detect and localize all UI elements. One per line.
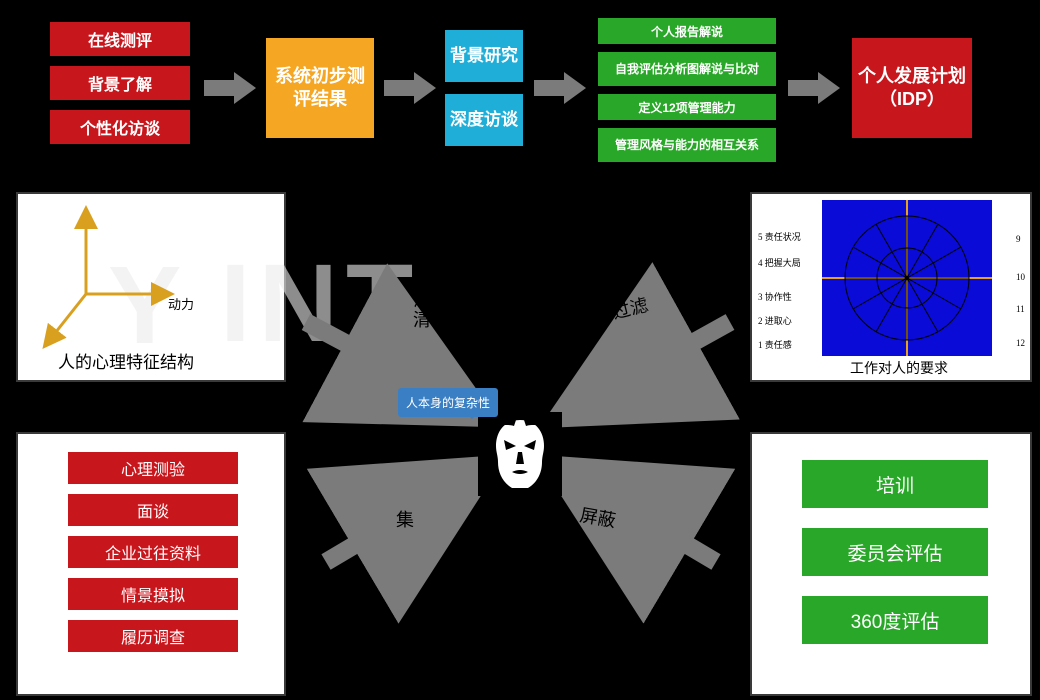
tr-rnum-3: 12 xyxy=(1016,338,1025,348)
flow-col4-item-3: 管理风格与能力的相互关系 xyxy=(598,128,776,162)
tr-rnum-2: 11 xyxy=(1016,304,1025,314)
flow-col4-item-2: 定义12项管理能力 xyxy=(598,94,776,120)
panel-bottom-left: 心理测验 面谈 企业过往资料 情景摸拟 履历调查 xyxy=(16,432,286,696)
panel-bottom-right: 培训 委员会评估 360度评估 xyxy=(750,432,1032,696)
tr-label-0: 5 责任状况 xyxy=(758,230,801,243)
flow-arrow-4 xyxy=(784,68,844,108)
bl-item-1: 面谈 xyxy=(68,494,238,526)
flow-col5: 个人发展计划（IDP） xyxy=(852,38,972,138)
br-item-0: 培训 xyxy=(802,460,988,508)
axis-icon xyxy=(36,204,186,354)
flow-arrow-3 xyxy=(530,68,590,108)
flow-col1-item-0: 在线测评 xyxy=(50,22,190,56)
panel-top-right: 5 责任状况 4 把握大局 3 协作性 2 进取心 1 责任感 9 10 11 … xyxy=(750,192,1032,382)
tr-label-2: 3 协作性 xyxy=(758,290,792,303)
flow-col1-item-2: 个性化访谈 xyxy=(50,110,190,144)
flow-arrow-1 xyxy=(200,68,260,108)
flow-col1-item-1: 背景了解 xyxy=(50,66,190,100)
flow-col3-item-1: 深度访谈 xyxy=(445,94,523,146)
tr-rnum-0: 9 xyxy=(1016,234,1021,244)
arrow-label-tl: 澄清 xyxy=(408,290,434,330)
clock-chart xyxy=(822,200,992,356)
br-item-1: 委员会评估 xyxy=(802,528,988,576)
flow-col4-item-1: 自我评估分析图解说与比对 xyxy=(598,52,776,86)
tr-label-3: 2 进取心 xyxy=(758,314,792,327)
tr-rnum-1: 10 xyxy=(1016,272,1025,282)
tr-label-4: 1 责任感 xyxy=(758,338,792,351)
bl-item-4: 履历调查 xyxy=(68,620,238,652)
bl-item-3: 情景摸拟 xyxy=(68,578,238,610)
head-icon xyxy=(478,412,562,496)
tr-label-1: 4 把握大局 xyxy=(758,256,801,269)
bl-item-2: 企业过往资料 xyxy=(68,536,238,568)
speech-bubble: 人本身的复杂性 xyxy=(398,388,498,417)
axis-label: 动力 xyxy=(168,294,194,313)
br-item-2: 360度评估 xyxy=(802,596,988,644)
flow-col2: 系统初步测评结果 xyxy=(266,38,374,138)
panel-tr-caption: 工作对人的要求 xyxy=(850,358,948,378)
arrow-label-bl: 集 xyxy=(396,506,414,532)
bl-item-0: 心理测验 xyxy=(68,452,238,484)
flow-col4-item-0: 个人报告解说 xyxy=(598,18,776,44)
flow-col3-item-0: 背景研究 xyxy=(445,30,523,82)
flow-arrow-2 xyxy=(380,68,440,108)
panel-tl-caption: 人的心理特征结构 xyxy=(58,348,194,373)
